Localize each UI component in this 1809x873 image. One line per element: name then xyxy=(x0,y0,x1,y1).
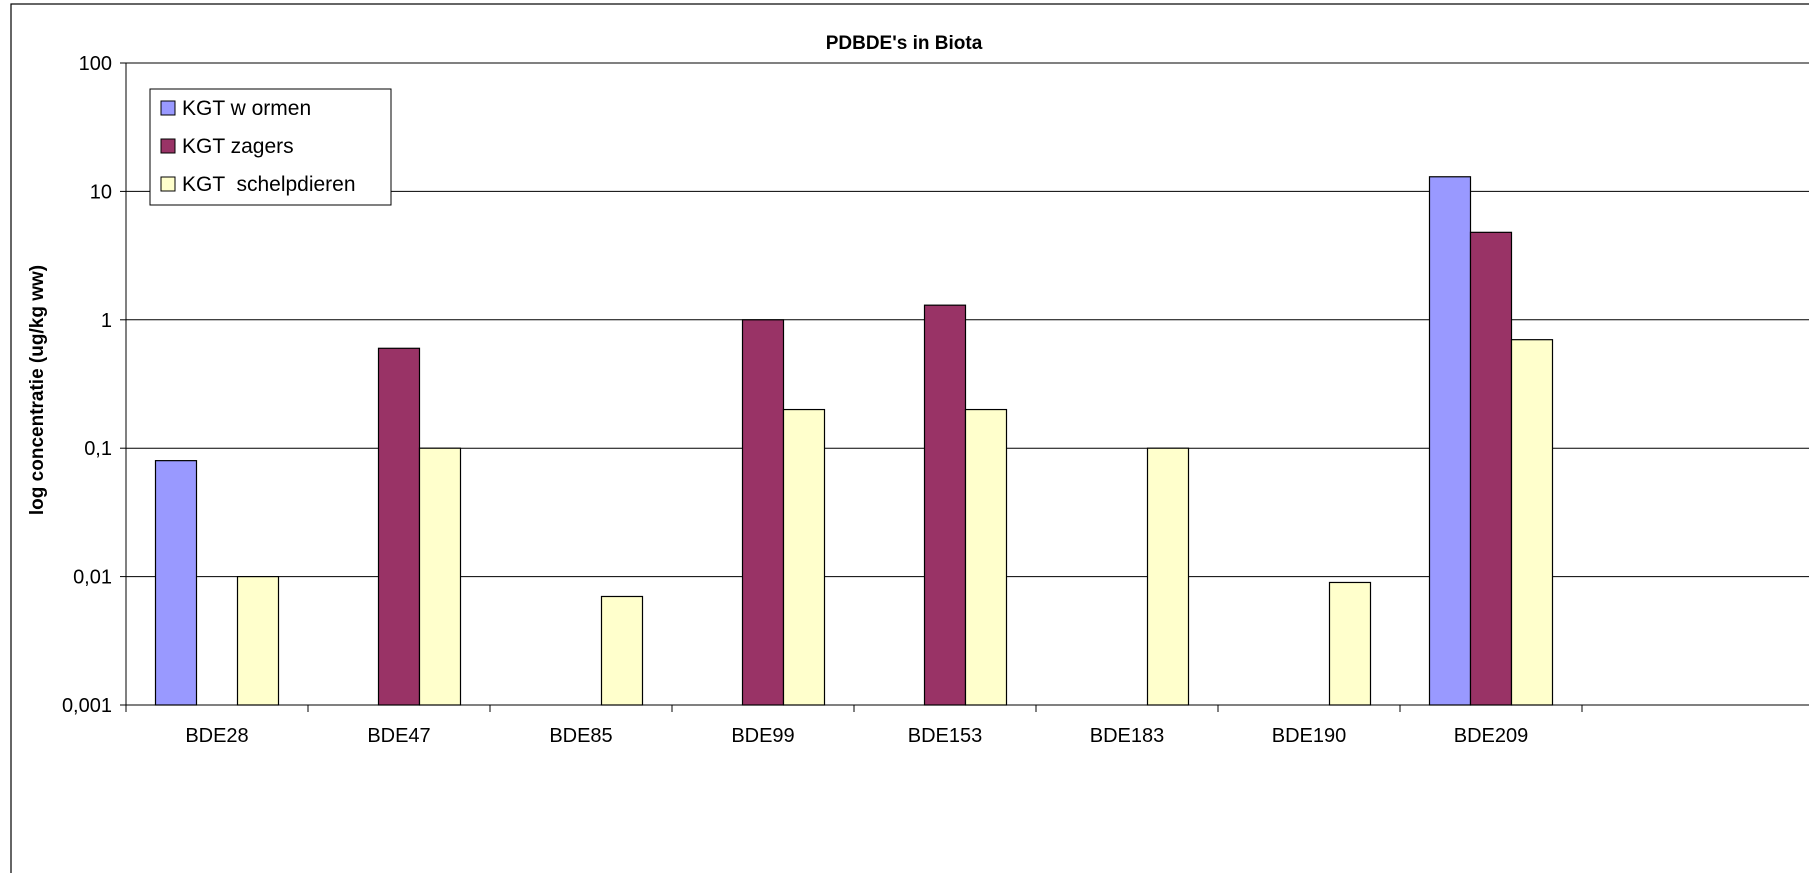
bars xyxy=(154,176,1554,706)
y-tick-label: 100 xyxy=(79,53,112,75)
y-tick-label: 10 xyxy=(90,181,112,203)
bar-bde190-series-3 xyxy=(1328,581,1372,706)
bar-bde153-series-3 xyxy=(964,408,1008,706)
bar-bde153-series-2 xyxy=(923,304,967,706)
legend-box xyxy=(149,88,392,206)
legend-label: KGT schelpdieren xyxy=(182,173,356,196)
y-tick-label: 0,01 xyxy=(73,567,112,589)
legend-swatch xyxy=(160,100,176,116)
y-tick-label: 0,001 xyxy=(62,695,112,717)
x-tick-label: BDE47 xyxy=(367,725,430,747)
y-axis-label: log concentratie (ug/kg ww) xyxy=(27,265,48,515)
bar-bde28-series-1 xyxy=(154,460,198,706)
bar-bde99-series-3 xyxy=(782,408,826,706)
legend-swatch xyxy=(160,138,176,154)
x-tick-label: BDE209 xyxy=(1454,725,1529,747)
x-tick-label: BDE190 xyxy=(1272,725,1347,747)
bar-bde183-series-3 xyxy=(1146,447,1190,706)
y-tick-label: 0,1 xyxy=(84,438,112,460)
bar-bde47-series-3 xyxy=(418,447,462,706)
x-tick-label: BDE153 xyxy=(908,725,983,747)
bar-bde209-series-3 xyxy=(1510,339,1554,706)
bar-bde47-series-2 xyxy=(377,347,421,706)
legend-label: KGT w ormen xyxy=(182,97,311,120)
bar-bde99-series-2 xyxy=(741,319,785,706)
bar-bde28-series-3 xyxy=(236,575,280,706)
x-tick-label: BDE99 xyxy=(731,725,794,747)
bar-bde209-series-1 xyxy=(1428,176,1472,706)
tick-labels: 0,001 0,01 0,1 1 10 100 BDE28 BDE47 BDE85 BDE99 BD… xyxy=(62,53,1528,747)
legend-label: KGT zagers xyxy=(182,135,294,158)
x-tick-label: BDE28 xyxy=(185,725,248,747)
axes xyxy=(120,62,1809,712)
x-tick-label: BDE183 xyxy=(1090,725,1165,747)
x-tick-label: BDE85 xyxy=(549,725,612,747)
bar-bde85-series-3 xyxy=(600,595,644,706)
legend: KGT w ormen KGT zagers KGT schelpdieren xyxy=(149,88,392,206)
legend-swatch xyxy=(160,176,176,192)
y-tick-label: 1 xyxy=(101,310,112,332)
bar-bde209-series-2 xyxy=(1469,231,1513,706)
chart-title: PDBDE's in Biota xyxy=(826,33,983,54)
